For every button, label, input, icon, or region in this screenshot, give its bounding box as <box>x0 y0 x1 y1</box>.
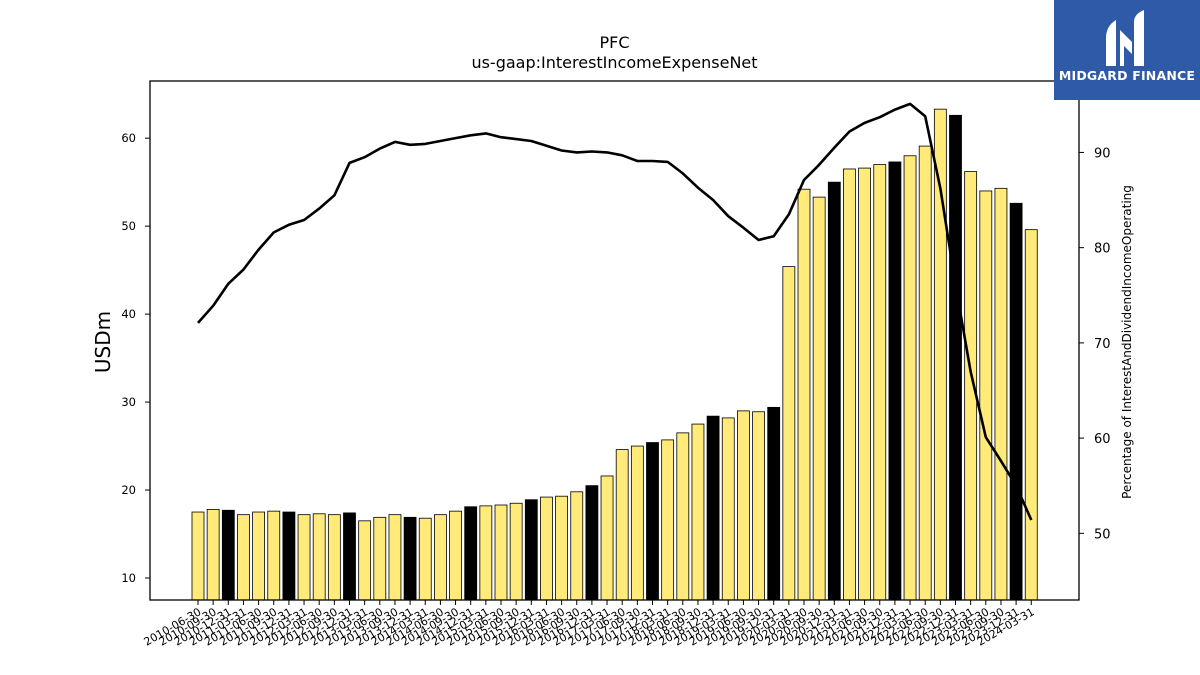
y2-tick-label: 70 <box>1094 337 1111 352</box>
y-tick-label: 10 <box>121 571 136 585</box>
bar-2019-03-31 <box>721 417 735 601</box>
bar-2013-06-30 <box>373 516 387 601</box>
y2-axis-label: Percentage of InterestAndDividendIncomeO… <box>1120 185 1134 499</box>
bar-2019-09-30 <box>752 411 765 601</box>
bar-2012-09-30 <box>327 514 341 601</box>
midgard-logo-icon <box>1106 10 1144 66</box>
bar-2021-12-31 <box>888 161 902 601</box>
x-axis: 2010-06-302010-09-302010-12-312011-03-31… <box>142 600 1037 649</box>
brand-logo: MIDGARD FINANCE <box>1054 0 1200 100</box>
bar-2013-09-30 <box>388 514 402 601</box>
bar-2015-03-31 <box>479 505 493 601</box>
chart-title: PFC <box>599 33 629 52</box>
bar-2011-12-31 <box>282 511 296 601</box>
bar-2015-09-30 <box>509 502 523 601</box>
bar-2013-12-31 <box>403 516 417 601</box>
line-series <box>197 102 1033 521</box>
bar-2019-12-31 <box>767 406 781 601</box>
bar-2018-06-30 <box>676 432 690 601</box>
bar-2020-06-30 <box>797 188 811 601</box>
bar-2012-12-31 <box>343 512 356 601</box>
bar-2022-06-30 <box>918 145 932 601</box>
bar-series <box>191 108 1038 601</box>
bar-2010-06-30 <box>191 511 205 601</box>
bar-2015-06-30 <box>494 504 508 601</box>
bar-2020-09-30 <box>812 196 826 601</box>
bar-2011-03-31 <box>237 514 250 601</box>
bar-2020-12-31 <box>827 181 841 601</box>
y-tick-label: 50 <box>121 219 136 233</box>
y2-tick-label: 90 <box>1094 146 1111 161</box>
y-tick-label: 40 <box>121 307 136 321</box>
bar-2022-03-31 <box>903 155 917 601</box>
y2-tick-label: 50 <box>1094 527 1111 542</box>
bar-2018-03-31 <box>661 439 675 601</box>
bar-2019-06-30 <box>737 410 750 601</box>
bar-2014-06-30 <box>433 514 447 601</box>
y-axis-label: USDm <box>91 311 115 373</box>
bar-2021-09-30 <box>873 164 887 601</box>
bar-2012-06-30 <box>312 513 326 601</box>
bar-2021-06-30 <box>858 167 871 601</box>
bar-2012-03-31 <box>297 514 311 601</box>
bar-2021-03-31 <box>843 168 856 601</box>
bar-2023-09-30 <box>994 187 1008 601</box>
bar-2017-09-30 <box>630 445 644 601</box>
bar-2016-06-30 <box>555 495 568 601</box>
bar-2011-09-30 <box>267 510 281 601</box>
bar-2014-03-31 <box>418 517 432 601</box>
y-axis-right: 50 60 70 80 90 <box>1079 146 1111 542</box>
bar-2010-12-31 <box>221 509 235 601</box>
bar-2010-09-30 <box>206 508 220 601</box>
bar-2022-12-31 <box>949 114 962 601</box>
bar-2020-03-31 <box>782 266 796 601</box>
bar-2023-06-30 <box>979 190 993 601</box>
bar-2015-12-31 <box>524 499 538 601</box>
bar-2016-12-31 <box>585 485 599 601</box>
bar-2017-03-31 <box>600 475 614 601</box>
chart-subtitle: us-gaap:InterestIncomeExpenseNet <box>471 53 757 72</box>
y2-tick-label: 80 <box>1094 242 1111 257</box>
bar-2013-03-31 <box>358 520 372 601</box>
bar-2016-09-30 <box>570 491 584 601</box>
y-axis-left: 10 20 30 40 50 60 <box>121 131 150 585</box>
bar-2024-03-31 <box>1024 229 1038 601</box>
bar-2017-12-31 <box>646 442 659 601</box>
bar-2014-09-30 <box>449 510 462 601</box>
y-tick-label: 60 <box>121 131 136 145</box>
bar-2018-12-31 <box>706 415 720 601</box>
bar-2011-06-30 <box>252 511 266 601</box>
line-path <box>197 102 1033 521</box>
bar-2023-12-31 <box>1009 202 1023 601</box>
brand-logo-text: MIDGARD FINANCE <box>1058 68 1196 83</box>
y2-tick-label: 60 <box>1094 432 1111 447</box>
plot-frame <box>149 80 1080 601</box>
bar-2018-09-30 <box>691 423 705 601</box>
y-tick-label: 30 <box>121 395 136 409</box>
bar-2017-06-30 <box>615 449 629 601</box>
y-tick-label: 20 <box>121 483 136 497</box>
bar-2014-12-31 <box>464 506 478 601</box>
bar-2016-03-31 <box>540 496 553 601</box>
